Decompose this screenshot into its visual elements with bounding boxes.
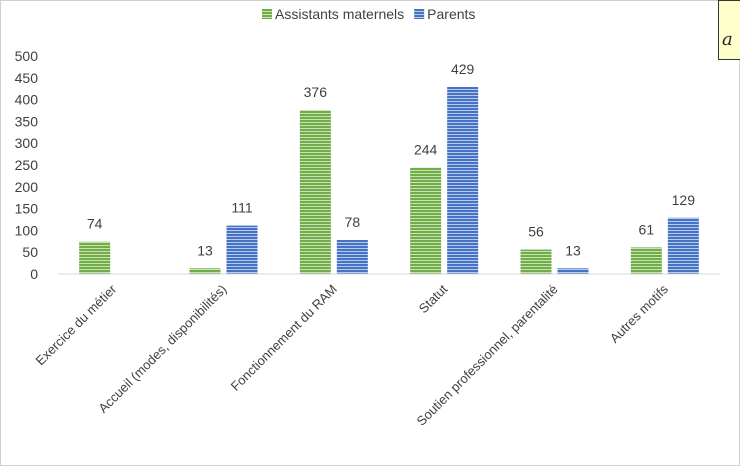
x-tick-label: Exercice du métier xyxy=(33,281,120,368)
bar-assistants-maternels xyxy=(79,241,111,274)
data-label: 13 xyxy=(197,242,213,258)
data-label: 78 xyxy=(345,214,361,230)
legend: Assistants maternels Parents xyxy=(262,6,475,22)
legend-swatch xyxy=(262,9,272,19)
x-tick-label: Fonctionnement du RAM xyxy=(228,282,340,394)
bar-parents xyxy=(667,217,699,274)
y-tick-label: 400 xyxy=(15,92,39,108)
bars: 74 13 111 376 78 244 429 56 13 61 129 xyxy=(79,61,699,275)
x-tick-label: Statut xyxy=(416,281,451,316)
data-label: 429 xyxy=(451,61,475,77)
y-tick-label: 300 xyxy=(15,135,39,151)
data-label: 244 xyxy=(414,142,438,158)
data-label: 56 xyxy=(528,224,544,240)
y-tick-label: 100 xyxy=(15,222,39,238)
x-tick-label: Accueil (modes, disponibilités) xyxy=(95,282,229,416)
y-axis: 0 50 100 150 200 250 300 350 400 450 500 xyxy=(15,48,39,282)
data-label: 74 xyxy=(87,216,103,232)
bar-assistants-maternels xyxy=(410,167,442,274)
y-tick-label: 250 xyxy=(15,157,39,173)
legend-label: Assistants maternels xyxy=(275,6,404,22)
y-tick-label: 150 xyxy=(15,201,39,217)
bar-parents xyxy=(226,225,258,274)
legend-swatch xyxy=(414,9,425,19)
bar-assistants-maternels xyxy=(630,247,662,274)
corner-note-text: a xyxy=(722,29,733,50)
y-tick-label: 350 xyxy=(15,113,39,129)
bar-assistants-maternels xyxy=(299,110,331,275)
bar-parents xyxy=(447,86,479,275)
data-label: 61 xyxy=(639,221,655,237)
y-tick-label: 50 xyxy=(22,244,38,260)
y-tick-label: 500 xyxy=(15,48,39,64)
y-tick-label: 450 xyxy=(15,70,39,86)
data-label: 111 xyxy=(231,200,252,216)
bar-assistants-maternels xyxy=(520,249,552,274)
bar-parents xyxy=(557,268,589,274)
y-tick-label: 200 xyxy=(15,179,39,195)
data-label: 376 xyxy=(304,84,328,100)
corner-note: a xyxy=(718,0,740,60)
data-label: 13 xyxy=(565,242,581,258)
data-label: 129 xyxy=(672,192,696,208)
x-tick-label: Autres motifs xyxy=(607,281,672,346)
bar-parents xyxy=(336,239,368,274)
y-tick-label: 0 xyxy=(30,266,38,282)
legend-label: Parents xyxy=(427,6,475,22)
bar-assistants-maternels xyxy=(189,268,221,274)
